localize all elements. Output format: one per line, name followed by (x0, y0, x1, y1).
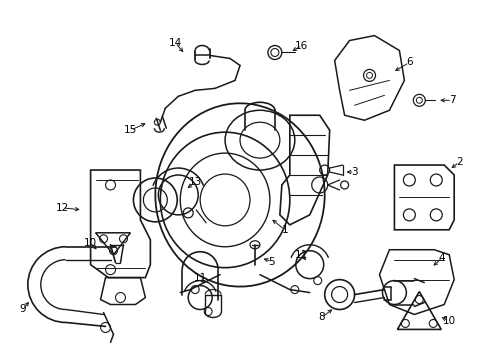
Text: 5: 5 (269, 257, 275, 267)
Text: 11: 11 (295, 250, 308, 260)
Text: 12: 12 (56, 203, 69, 213)
Text: 16: 16 (295, 41, 308, 50)
Text: 14: 14 (169, 37, 182, 48)
Text: 13: 13 (189, 177, 202, 187)
Text: 15: 15 (124, 125, 137, 135)
Text: 4: 4 (439, 253, 445, 263)
Text: 2: 2 (456, 157, 463, 167)
Text: 8: 8 (318, 312, 325, 323)
Text: 6: 6 (406, 58, 413, 67)
Text: 9: 9 (20, 305, 26, 315)
Text: 1: 1 (282, 225, 288, 235)
Text: 10: 10 (442, 316, 456, 327)
Text: 3: 3 (351, 167, 358, 177)
Text: 10: 10 (84, 238, 97, 248)
Text: 11: 11 (194, 273, 207, 283)
Text: 7: 7 (449, 95, 456, 105)
